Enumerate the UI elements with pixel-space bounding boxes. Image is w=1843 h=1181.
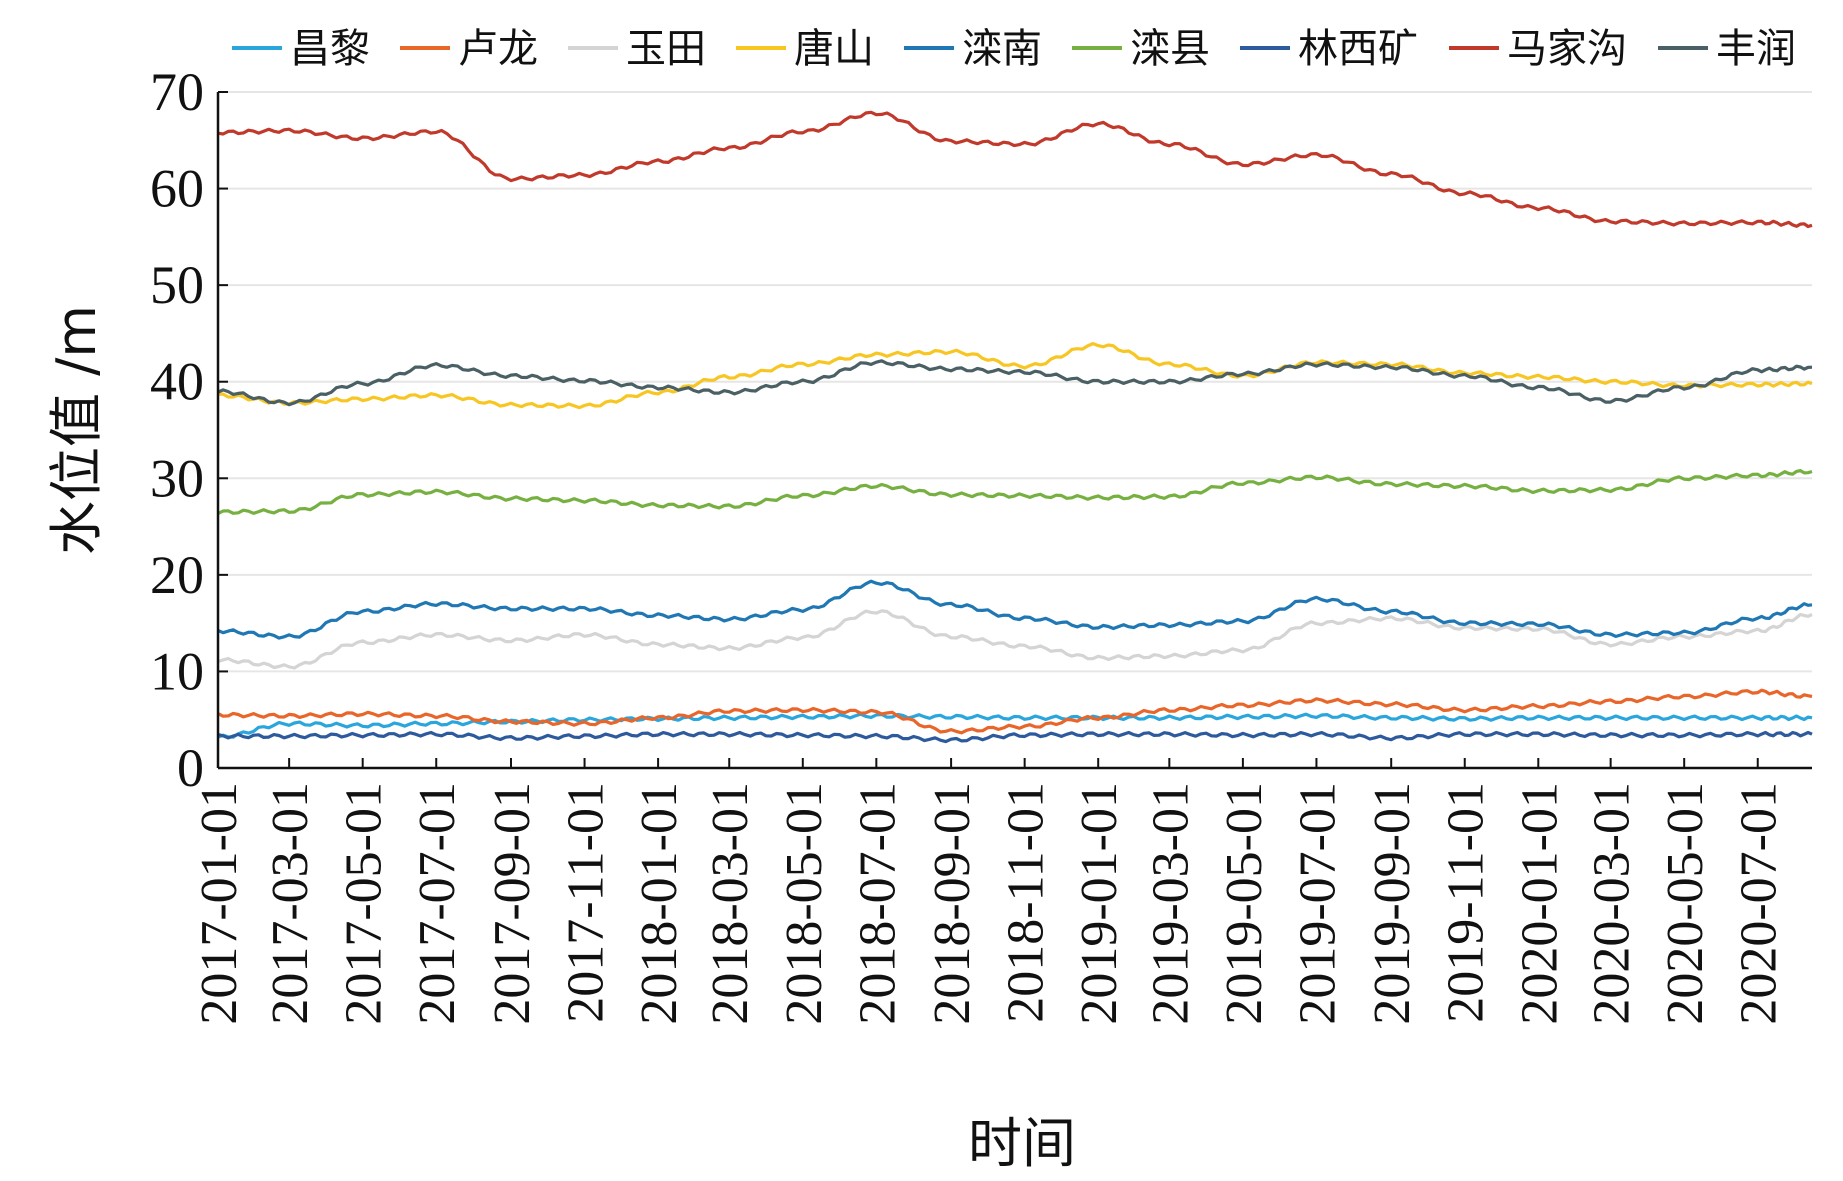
series-line-5 [217, 469, 1813, 516]
x-tick-label: 2019-09-01 [1364, 782, 1421, 1025]
legend-item: 滦县 [1072, 26, 1210, 72]
x-tick-label: 2018-09-01 [924, 782, 981, 1025]
x-tick-label: 2017-07-01 [409, 782, 466, 1025]
x-tick-label: 2018-07-01 [849, 782, 906, 1025]
y-tick-label: 50 [150, 255, 204, 315]
legend-item: 滦南 [904, 26, 1042, 72]
x-tick-label: 2018-03-01 [702, 782, 759, 1025]
legend-label: 玉田 [626, 26, 706, 72]
x-tick-label: 2017-05-01 [336, 782, 393, 1025]
legend-item: 丰润 [1658, 26, 1796, 72]
legend: 昌黎 卢龙 玉田 唐山 滦南 滦县 林西矿 马家沟 丰润 [232, 26, 1796, 72]
x-ticks: 2017-01-01 2017-03-01 2017-05-01 2017-07-01… [191, 758, 1788, 1025]
series-line-6 [217, 730, 1813, 744]
x-tick-label: 2019-07-01 [1289, 782, 1346, 1025]
series-line-1 [217, 688, 1813, 735]
x-axis-title: 时间 [968, 1112, 1076, 1175]
x-tick-label: 2020-03-01 [1584, 782, 1641, 1025]
y-tick-label: 10 [150, 641, 204, 701]
x-tick-label: 2020-05-01 [1657, 782, 1714, 1025]
legend-item: 唐山 [736, 26, 874, 72]
series-line-0 [217, 712, 1813, 739]
legend-item: 林西矿 [1240, 26, 1418, 72]
x-tick-label: 2020-01-01 [1511, 782, 1568, 1025]
x-tick-label: 2018-05-01 [776, 782, 833, 1025]
legend-item: 马家沟 [1449, 26, 1627, 72]
y-ticks: 0 10 20 30 40 50 60 70 [150, 62, 228, 798]
y-tick-label: 20 [150, 545, 204, 605]
axes [216, 92, 1812, 770]
x-tick-label: 2020-07-01 [1731, 782, 1788, 1025]
legend-label: 林西矿 [1298, 26, 1418, 72]
y-axis-title: 水位值 /m [45, 305, 108, 555]
x-tick-label: 2018-11-01 [998, 782, 1055, 1023]
legend-label: 滦县 [1130, 26, 1210, 72]
y-tick-label: 40 [150, 352, 204, 412]
legend-label: 唐山 [794, 26, 874, 72]
series-line-8 [217, 359, 1813, 407]
legend-label: 昌黎 [290, 26, 370, 72]
legend-label: 丰润 [1716, 26, 1796, 72]
x-tick-label: 2017-09-01 [484, 782, 541, 1025]
y-tick-label: 30 [150, 448, 204, 508]
legend-label: 马家沟 [1507, 26, 1627, 72]
series-line-3 [217, 342, 1813, 410]
x-tick-label: 2017-11-01 [558, 782, 615, 1023]
x-tick-label: 2018-01-01 [631, 782, 688, 1025]
y-tick-label: 0 [177, 738, 204, 798]
x-tick-label: 2019-05-01 [1216, 782, 1273, 1025]
x-tick-label: 2019-01-01 [1071, 782, 1128, 1025]
gridlines [218, 91, 1812, 673]
series-lines [217, 110, 1813, 744]
x-tick-label: 2017-01-01 [191, 782, 248, 1025]
x-tick-label: 2019-03-01 [1142, 782, 1199, 1025]
x-tick-label: 2019-11-01 [1438, 782, 1495, 1023]
y-tick-label: 60 [150, 159, 204, 219]
legend-label: 滦南 [962, 26, 1042, 72]
legend-item: 卢龙 [400, 26, 538, 72]
y-tick-label: 70 [150, 62, 204, 122]
series-line-7 [217, 110, 1813, 229]
legend-item: 昌黎 [232, 26, 370, 72]
series-line-2 [217, 609, 1813, 670]
series-line-4 [217, 579, 1813, 640]
legend-item: 玉田 [568, 26, 706, 72]
legend-label: 卢龙 [458, 26, 538, 72]
x-tick-label: 2017-03-01 [262, 782, 319, 1025]
